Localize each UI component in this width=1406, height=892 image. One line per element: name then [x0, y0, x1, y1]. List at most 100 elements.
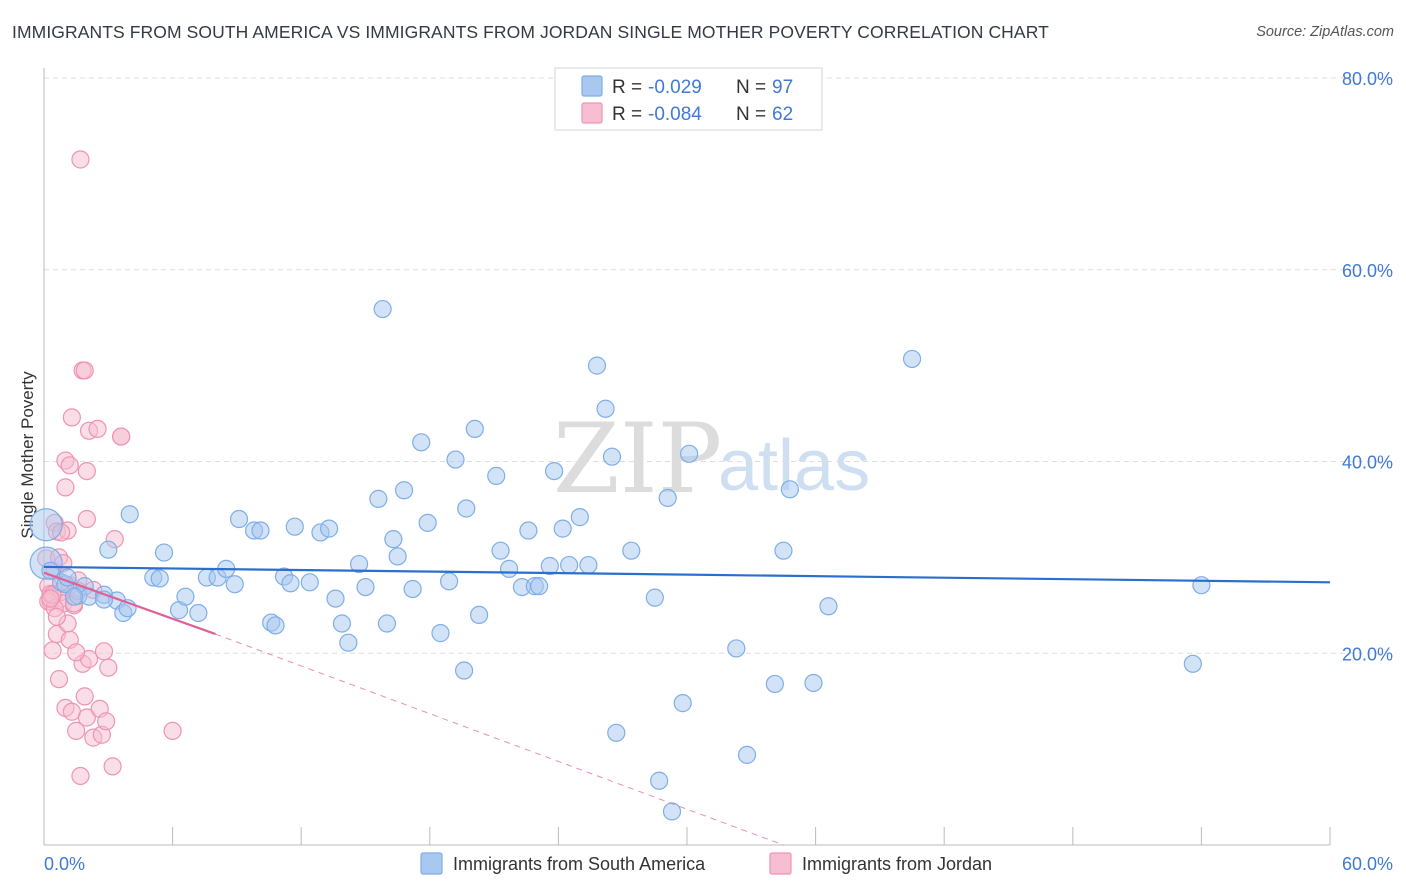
point-jordan	[75, 687, 94, 706]
bottom-legend-swatch-blue	[420, 852, 443, 875]
point-south-america	[356, 577, 375, 597]
point-south-america	[281, 574, 300, 593]
trend-line-jordan-extended	[215, 633, 784, 846]
point-south-america	[662, 802, 682, 821]
point-south-america	[602, 447, 622, 466]
legend-n-value-0: 97	[772, 77, 793, 98]
point-south-america	[225, 575, 244, 594]
point-south-america	[394, 481, 414, 500]
point-jordan	[67, 721, 86, 741]
point-south-america	[154, 543, 174, 562]
point-south-america	[1183, 654, 1202, 673]
point-south-america	[579, 555, 598, 575]
chart-title: IMMIGRANTS FROM SOUTH AMERICA VS IMMIGRA…	[12, 22, 1049, 42]
legend-r-label-1: R =	[612, 104, 642, 125]
point-jordan	[49, 670, 69, 689]
point-south-america	[487, 466, 506, 485]
point-jordan	[163, 721, 182, 741]
point-south-america	[645, 588, 664, 607]
point-south-america	[229, 509, 249, 529]
point-south-america	[418, 513, 437, 532]
point-jordan	[99, 658, 118, 677]
point-south-america	[673, 694, 692, 713]
x-axis-tick-labels: 0.0% 60.0%	[44, 854, 1393, 874]
point-jordan	[71, 150, 90, 169]
point-south-america	[491, 541, 510, 560]
point-jordan	[97, 712, 116, 731]
legend-swatch-blue	[581, 75, 603, 97]
point-jordan	[112, 427, 131, 446]
point-south-america	[804, 673, 823, 693]
source-credit: Source: ZipAtlas.com	[1256, 24, 1394, 40]
x-tick-label: 0.0%	[44, 854, 85, 874]
legend-n-value-1: 62	[772, 104, 793, 125]
point-south-america	[300, 573, 319, 592]
point-south-america	[120, 505, 139, 524]
point-south-america	[737, 745, 757, 764]
point-south-america	[326, 589, 345, 608]
point-south-america	[553, 519, 572, 538]
point-south-america	[388, 547, 407, 566]
point-jordan	[77, 461, 96, 481]
point-south-america	[1192, 576, 1211, 595]
point-south-america	[819, 597, 838, 616]
bottom-legend-label-south-america: Immigrants from South America	[453, 854, 706, 874]
point-jordan	[94, 642, 114, 661]
point-jordan	[88, 419, 107, 439]
point-south-america	[902, 349, 922, 369]
point-south-america	[540, 556, 559, 576]
point-south-america	[319, 519, 339, 538]
point-south-america	[439, 572, 459, 591]
point-south-america	[332, 614, 352, 633]
point-jordan	[60, 456, 79, 475]
point-jordan	[71, 766, 90, 786]
legend-r-value-0: -0.029	[648, 77, 702, 98]
point-jordan	[75, 361, 94, 380]
point-south-america	[774, 541, 793, 560]
y-axis-tick-labels: 20.0% 40.0% 60.0% 80.0%	[1342, 69, 1393, 664]
bottom-legend-label-jordan: Immigrants from Jordan	[802, 854, 992, 874]
point-south-america	[457, 499, 476, 518]
point-south-america	[64, 587, 84, 606]
watermark: ZIP atlas	[553, 403, 870, 515]
point-south-america	[29, 508, 63, 542]
point-jordan	[41, 589, 60, 608]
point-jordan	[67, 643, 86, 662]
point-south-america	[545, 461, 564, 481]
series-south-america-points	[29, 299, 1211, 821]
point-south-america	[454, 661, 474, 680]
x-tick-label: 60.0%	[1342, 854, 1393, 874]
bottom-legend-swatch-pink	[769, 852, 792, 875]
point-jordan	[77, 708, 96, 727]
watermark-zip: ZIP	[553, 403, 722, 515]
point-jordan	[43, 641, 62, 660]
point-jordan	[103, 757, 122, 776]
point-south-america	[150, 569, 169, 588]
legend: R = -0.029 N = 97 R = -0.084 N = 62	[554, 67, 823, 131]
point-south-america	[446, 450, 465, 469]
point-south-america	[560, 555, 579, 575]
point-south-america	[285, 517, 304, 536]
point-south-america	[727, 639, 746, 658]
point-south-america	[189, 603, 208, 623]
y-axis-title: Single Mother Poverty	[18, 371, 37, 539]
point-south-america	[469, 605, 489, 625]
y-tick-label: 20.0%	[1342, 644, 1393, 664]
point-south-america	[349, 554, 369, 574]
point-jordan	[62, 408, 81, 427]
trend-lines	[43, 565, 1331, 846]
y-tick-label: 40.0%	[1342, 453, 1393, 473]
trend-line-jordan	[43, 571, 216, 636]
point-south-america	[570, 508, 589, 527]
point-south-america	[339, 633, 358, 652]
legend-swatch-pink	[581, 102, 603, 124]
point-south-america	[596, 399, 615, 418]
point-south-america	[658, 488, 677, 508]
legend-n-label-1: N =	[736, 104, 766, 125]
legend-n-label-0: N =	[736, 77, 766, 98]
point-jordan	[77, 509, 96, 529]
point-south-america	[412, 433, 431, 452]
point-south-america	[500, 559, 519, 578]
point-south-america	[373, 299, 392, 319]
